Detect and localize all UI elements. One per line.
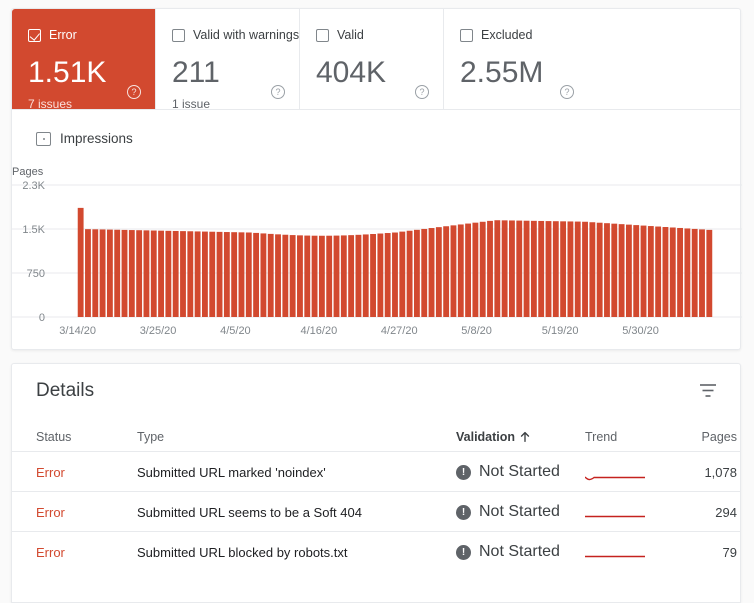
svg-text:5/19/20: 5/19/20	[542, 325, 579, 337]
svg-text:750: 750	[27, 268, 45, 280]
svg-text:0: 0	[39, 312, 45, 324]
svg-text:5/30/20: 5/30/20	[622, 325, 659, 337]
svg-text:3/14/20: 3/14/20	[59, 325, 96, 337]
svg-text:4/27/20: 4/27/20	[381, 325, 418, 337]
svg-text:4/16/20: 4/16/20	[301, 325, 338, 337]
svg-text:3/25/20: 3/25/20	[140, 325, 177, 337]
svg-text:4/5/20: 4/5/20	[220, 325, 251, 337]
svg-text:5/8/20: 5/8/20	[461, 325, 492, 337]
svg-text:2.3K: 2.3K	[22, 180, 45, 192]
svg-text:1.5K: 1.5K	[22, 224, 45, 236]
svg-text:Pages: Pages	[12, 166, 44, 178]
